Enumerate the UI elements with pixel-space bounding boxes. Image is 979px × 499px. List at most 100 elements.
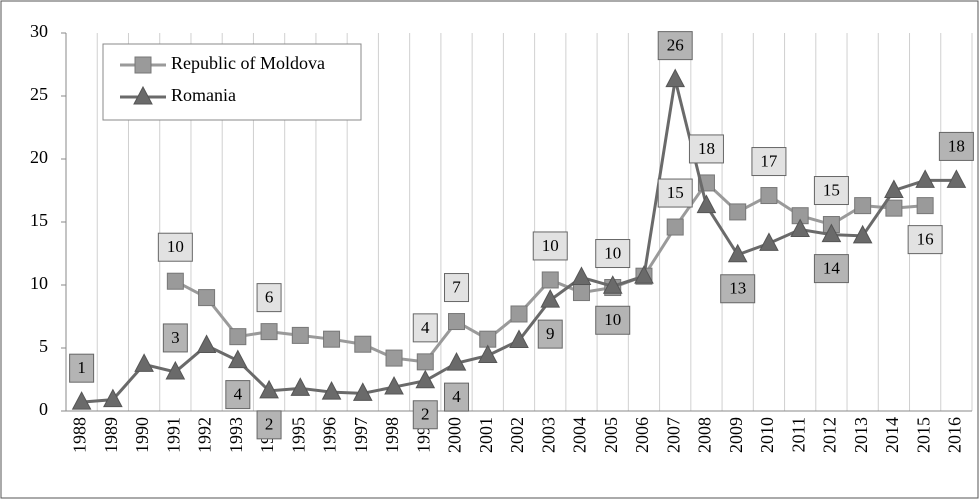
marker xyxy=(540,289,561,308)
marker xyxy=(71,391,92,410)
x-tick-label: 2016 xyxy=(945,417,965,453)
value-label-box xyxy=(595,239,631,269)
value-label: 2 xyxy=(265,415,274,434)
marker xyxy=(165,360,186,380)
marker xyxy=(446,352,467,371)
marker xyxy=(854,197,872,215)
x-tick-label: 1995 xyxy=(288,417,308,453)
value-label: 10 xyxy=(604,310,621,329)
value-label: 18 xyxy=(698,139,715,158)
marker xyxy=(166,272,184,290)
value-label: 1 xyxy=(77,358,86,377)
value-label-box xyxy=(162,323,188,353)
marker xyxy=(884,179,904,198)
x-tick-label: 2007 xyxy=(663,417,683,453)
marker xyxy=(852,224,873,244)
value-label-box xyxy=(813,176,849,206)
y-tick-label: 20 xyxy=(30,147,48,167)
marker xyxy=(384,375,404,395)
marker xyxy=(915,169,935,188)
x-tick-label: 1996 xyxy=(320,417,340,453)
value-label-box xyxy=(813,254,849,284)
value-label-box xyxy=(537,319,563,349)
x-tick-label: 1989 xyxy=(101,417,121,453)
x-tick-label: 2004 xyxy=(570,417,590,453)
y-tick-label: 30 xyxy=(30,21,48,41)
legend-marker xyxy=(133,85,153,105)
marker xyxy=(729,203,747,221)
x-tick-label: 2010 xyxy=(757,417,777,453)
value-label: 10 xyxy=(604,243,621,262)
value-label-box xyxy=(412,313,438,343)
marker xyxy=(448,313,466,331)
marker xyxy=(696,194,717,214)
value-label: 7 xyxy=(452,277,461,296)
legend-label: Republic of Moldova xyxy=(171,53,325,73)
x-tick-label: 2011 xyxy=(788,417,808,452)
y-tick-label: 15 xyxy=(30,210,48,230)
marker xyxy=(790,218,811,238)
value-label-box xyxy=(256,410,282,440)
legend-label: Romania xyxy=(171,85,236,105)
marker xyxy=(727,243,748,263)
value-label-box xyxy=(720,274,756,304)
value-label-box xyxy=(751,147,787,177)
marker xyxy=(259,379,279,399)
marker xyxy=(352,382,373,401)
y-tick-label: 0 xyxy=(39,399,48,419)
x-tick-label: 2009 xyxy=(726,417,746,453)
marker xyxy=(415,369,436,389)
value-label: 15 xyxy=(667,183,684,202)
value-label: 14 xyxy=(823,259,841,278)
marker xyxy=(510,305,528,323)
value-label-box xyxy=(225,380,251,410)
marker xyxy=(290,377,311,396)
marker xyxy=(291,326,309,344)
value-label-box xyxy=(444,273,470,303)
y-tick-label: 10 xyxy=(30,273,48,293)
marker xyxy=(602,275,623,294)
x-tick-label: 1991 xyxy=(163,417,183,453)
value-label-box xyxy=(688,134,724,164)
marker xyxy=(416,353,434,371)
marker xyxy=(916,197,934,215)
value-label-box xyxy=(412,400,438,430)
marker xyxy=(477,344,498,364)
marker xyxy=(665,68,686,88)
value-label: 10 xyxy=(167,237,184,256)
value-label-box xyxy=(595,305,631,335)
marker xyxy=(666,218,684,236)
marker xyxy=(196,334,217,353)
value-label-box xyxy=(657,178,693,208)
x-tick-label: 2002 xyxy=(507,417,527,453)
value-label-box xyxy=(444,382,470,412)
marker xyxy=(760,187,778,205)
marker xyxy=(323,330,341,348)
marker xyxy=(571,266,592,285)
value-label-box xyxy=(256,283,282,313)
marker xyxy=(227,349,248,369)
value-label-box xyxy=(907,225,943,255)
marker xyxy=(821,223,842,243)
x-tick-label: 2015 xyxy=(913,417,933,453)
value-label: 4 xyxy=(234,385,243,404)
x-tick-label: 1988 xyxy=(70,417,90,453)
value-label-box xyxy=(938,131,974,161)
value-label: 6 xyxy=(265,288,274,307)
marker xyxy=(885,199,903,217)
value-label: 13 xyxy=(729,279,746,298)
marker xyxy=(134,353,154,372)
x-tick-label: 1998 xyxy=(382,417,402,453)
y-tick-label: 25 xyxy=(30,84,48,104)
x-tick-label: 2008 xyxy=(695,417,715,453)
x-tick-label: 1993 xyxy=(226,417,246,453)
x-tick-label: 2012 xyxy=(820,417,840,453)
value-label-box xyxy=(157,232,193,262)
value-label: 9 xyxy=(546,324,555,343)
value-label: 4 xyxy=(452,387,461,406)
marker xyxy=(946,169,967,188)
value-label: 15 xyxy=(823,180,840,199)
legend: Republic of Moldova Romania xyxy=(102,43,362,121)
value-label-box xyxy=(532,231,568,261)
